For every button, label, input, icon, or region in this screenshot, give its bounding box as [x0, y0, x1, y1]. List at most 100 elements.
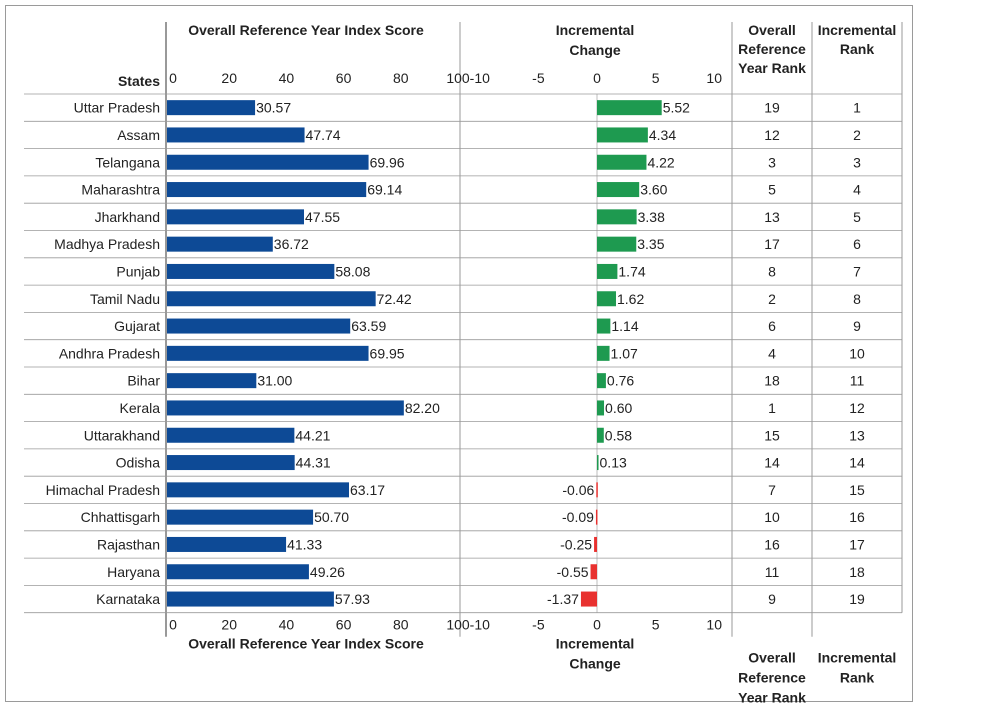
score-tick-label: 80 [393, 617, 409, 633]
change-value-label: -0.25 [560, 536, 592, 552]
score-bar [167, 100, 256, 116]
change-value-label: 4.34 [649, 127, 676, 143]
score-bar [167, 373, 257, 389]
inc-rank-value: 11 [850, 373, 865, 389]
change-footer: Incremental [556, 636, 635, 652]
inc-rank-value: 16 [849, 509, 865, 525]
state-label: Kerala [120, 400, 161, 416]
score-footer: Overall Reference Year Index Score [188, 636, 424, 652]
change-tick-label: 0 [593, 70, 601, 86]
score-bar [167, 482, 350, 498]
score-bar [167, 263, 335, 279]
score-value-label: 30.57 [256, 100, 291, 116]
change-bar [597, 345, 610, 361]
score-value-label: 49.26 [310, 564, 345, 580]
state-label: Bihar [127, 373, 160, 389]
ref-rank-value: 18 [764, 373, 780, 389]
score-tick-label: 40 [279, 70, 295, 86]
change-tick-label: -10 [470, 617, 490, 633]
score-value-label: 41.33 [287, 536, 322, 552]
score-tick-label: 0 [169, 70, 177, 86]
change-bar [597, 400, 605, 416]
inc-rank-value: 3 [853, 154, 861, 170]
state-label: Uttar Pradesh [74, 100, 160, 116]
score-bar [167, 591, 334, 607]
state-label: Haryana [107, 564, 160, 580]
change-bar [597, 236, 637, 252]
change-bar [597, 154, 647, 170]
ref-rank-header: Year Rank [738, 60, 806, 76]
ref-rank-value: 5 [768, 182, 776, 198]
score-value-label: 36.72 [274, 236, 309, 252]
change-tick-label: 10 [706, 617, 722, 633]
change-bar [596, 482, 598, 498]
inc-rank-value: 18 [849, 564, 865, 580]
ref-rank-footer: Year Rank [738, 690, 806, 706]
score-tick-label: 20 [221, 617, 237, 633]
state-label: Chhattisgarh [81, 509, 160, 525]
score-value-label: 82.20 [405, 400, 440, 416]
ref-rank-value: 6 [768, 318, 776, 334]
change-bar [580, 591, 597, 607]
score-value-label: 44.31 [296, 455, 331, 471]
change-value-label: 1.14 [611, 318, 638, 334]
change-bar [597, 182, 640, 198]
ref-rank-value: 3 [768, 154, 776, 170]
change-value-label: 1.74 [618, 263, 645, 279]
state-label: Telangana [95, 154, 160, 170]
states-header: States [118, 73, 160, 89]
change-value-label: 0.13 [600, 455, 627, 471]
score-value-label: 47.55 [305, 209, 340, 225]
change-tick-label: 0 [593, 617, 601, 633]
change-value-label: 3.60 [640, 182, 667, 198]
score-value-label: 31.00 [257, 373, 292, 389]
state-label: Punjab [116, 263, 160, 279]
change-value-label: 1.62 [617, 291, 644, 307]
score-bar [167, 154, 369, 170]
change-value-label: 0.76 [607, 373, 634, 389]
ref-rank-value: 7 [768, 482, 776, 498]
score-value-label: 63.59 [351, 318, 386, 334]
change-value-label: 0.58 [605, 427, 632, 443]
change-header: Incremental [556, 22, 635, 38]
score-value-label: 57.93 [335, 591, 370, 607]
state-label: Andhra Pradesh [59, 345, 160, 361]
score-value-label: 69.95 [370, 345, 405, 361]
score-tick-label: 60 [336, 70, 352, 86]
score-tick-label: 100 [446, 70, 470, 86]
change-bar [597, 209, 637, 225]
score-bar [167, 564, 309, 580]
change-value-label: -1.37 [547, 591, 579, 607]
inc-rank-value: 15 [849, 482, 865, 498]
chart-frame [5, 5, 913, 702]
change-tick-label: 5 [652, 70, 660, 86]
change-bar [597, 373, 606, 389]
change-tick-label: -5 [532, 617, 545, 633]
change-value-label: -0.55 [557, 564, 589, 580]
score-bar [167, 400, 404, 416]
state-label: Rajasthan [97, 536, 160, 552]
change-value-label: 4.22 [647, 154, 674, 170]
change-bar [597, 127, 648, 143]
score-bar [167, 536, 287, 552]
inc-rank-value: 4 [853, 182, 861, 198]
ref-rank-value: 12 [764, 127, 780, 143]
inc-rank-value: 17 [849, 536, 865, 552]
change-footer: Change [569, 656, 621, 672]
inc-rank-value: 12 [849, 400, 865, 416]
inc-rank-footer: Incremental [818, 650, 897, 666]
change-value-label: 5.52 [663, 100, 690, 116]
state-label: Madhya Pradesh [54, 236, 160, 252]
score-bar [167, 455, 295, 471]
change-bar [597, 100, 662, 116]
state-label: Himachal Pradesh [46, 482, 160, 498]
state-label: Maharashtra [81, 182, 160, 198]
ref-rank-value: 9 [768, 591, 776, 607]
score-tick-label: 80 [393, 70, 409, 86]
change-tick-label: 10 [706, 70, 722, 86]
inc-rank-footer: Rank [840, 670, 874, 686]
score-bar [167, 127, 305, 143]
ref-rank-value: 16 [764, 536, 780, 552]
inc-rank-value: 14 [849, 455, 865, 471]
